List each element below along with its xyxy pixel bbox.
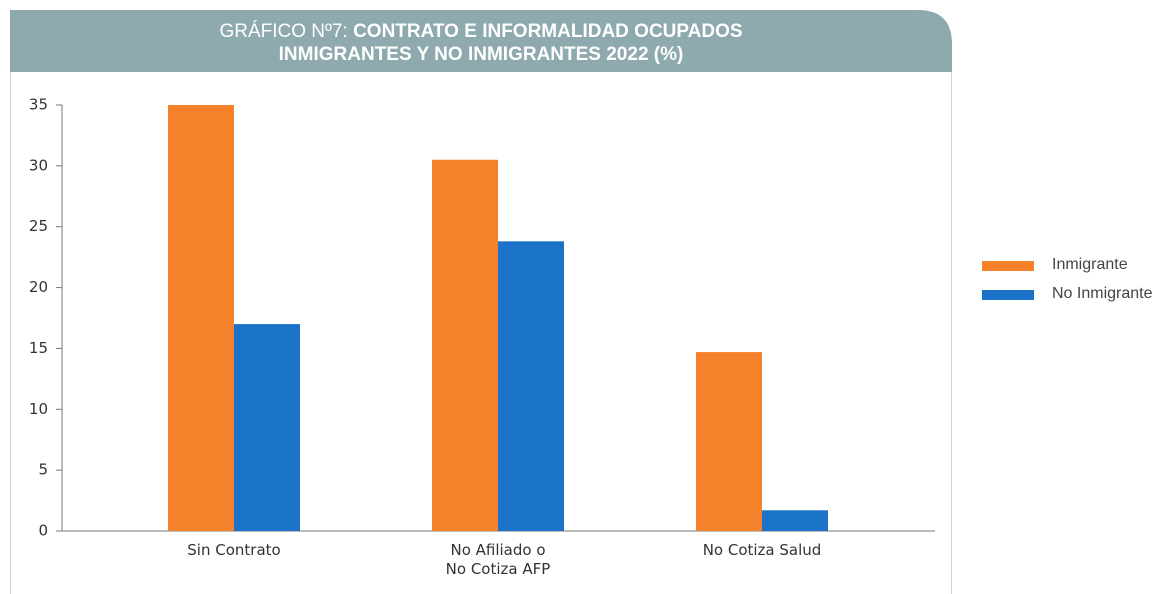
bar [762, 510, 828, 531]
y-tick-label: 15 [29, 339, 48, 357]
y-tick-label: 0 [38, 522, 48, 540]
y-tick-label: 35 [29, 96, 48, 114]
y-tick-label: 5 [38, 461, 48, 479]
chart-title: GRÁFICO Nº7: CONTRATO E INFORMALIDAD OCU… [219, 21, 742, 42]
bar [234, 324, 300, 531]
x-tick-group: No Afiliado o No Cotiza AFP [445, 541, 551, 578]
legend-swatch [982, 290, 1034, 300]
x-tick-label: No Afiliado o No Cotiza AFP [445, 541, 551, 578]
bar [432, 159, 498, 531]
bar [498, 241, 564, 531]
legend-swatch [982, 261, 1034, 271]
title-line: CONTRATO E INFORMALIDAD OCUPADOS [353, 21, 743, 42]
x-tick-label: No Cotiza Salud [702, 541, 822, 559]
x-tick-group: Sin Contrato [187, 541, 281, 559]
y-tick-label: 10 [29, 400, 48, 418]
bar [696, 352, 762, 531]
legend-label: No Inmigrante [1052, 285, 1153, 302]
title-prefix: GRÁFICO Nº7: [219, 21, 347, 42]
y-tick-label: 25 [29, 217, 48, 235]
y-tick-label: 30 [29, 156, 48, 174]
x-tick-label: Sin Contrato [187, 541, 281, 559]
y-tick-label: 20 [29, 278, 48, 296]
bar [168, 105, 234, 531]
x-tick-group: No Cotiza Salud [702, 541, 822, 559]
legend-label: Inmigrante [1052, 256, 1128, 273]
title-banner [10, 10, 952, 72]
chart-title-line: INMIGRANTES Y NO INMIGRANTES 2022 (%) [279, 44, 684, 65]
